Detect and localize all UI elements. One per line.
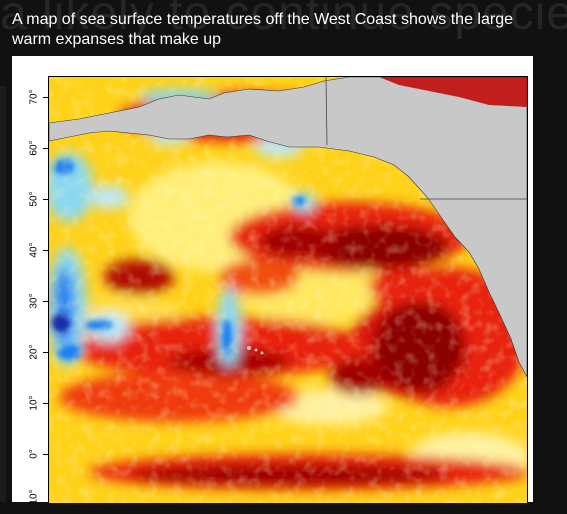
latitude-tick-label: 70°: [28, 89, 40, 105]
land-mass: [49, 77, 527, 378]
latitude-tick-label: 40°: [28, 242, 40, 258]
background-headline: a likely to continue species shakeup: [0, 0, 567, 40]
alaska-canada-border: [325, 77, 328, 146]
latitude-tick-label: 20°: [28, 344, 40, 360]
sst-map-figure: 70° 60° 50° 40° 30° 20° 10° 0° 10°: [12, 56, 533, 505]
map-canvas: [49, 77, 527, 503]
latitude-tick-label: 50°: [28, 191, 40, 207]
latitude-tick-label: 0°: [28, 449, 40, 459]
latitude-tick-label: 60°: [28, 140, 40, 156]
latitude-axis: 70° 60° 50° 40° 30° 20° 10° 0° 10°: [12, 56, 48, 505]
latitude-tick-label: 10°: [28, 395, 40, 411]
latitude-tick-label: 30°: [28, 293, 40, 309]
page-edge-strip: [0, 86, 6, 502]
sea-surface-temperature-map: [48, 76, 528, 503]
image-caption: A map of sea surface temperatures off th…: [12, 11, 513, 48]
latitude-tick-label: 10°: [28, 489, 40, 505]
island: [247, 346, 251, 350]
